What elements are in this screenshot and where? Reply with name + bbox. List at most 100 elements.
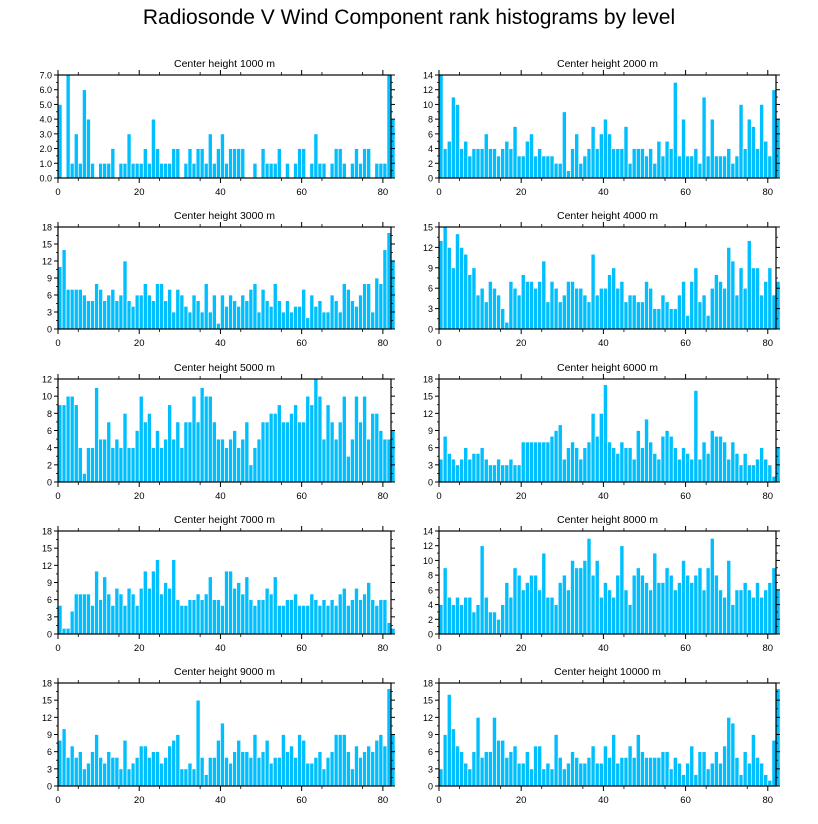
histogram-bar [301,605,307,635]
histogram-bar [574,567,580,635]
histogram-bar [607,589,612,635]
histogram-bar [742,453,748,483]
histogram-bar [742,287,748,330]
histogram-bar [378,430,384,483]
x-tick-label: 40 [215,491,226,502]
x-tick-label: 20 [516,795,527,806]
histogram-bar [183,305,189,330]
histogram-bar [545,301,551,330]
histogram-bar [309,762,315,787]
histogram-bar [341,734,347,787]
histogram-bar [134,294,140,330]
histogram-bar [709,538,715,635]
histogram-bar [272,162,278,179]
histogram-bar [455,596,460,635]
histogram-bar [102,576,108,635]
x-tick-label: 20 [134,643,145,654]
histogram-bar [57,404,63,483]
histogram-bar [333,438,339,483]
histogram-bar [471,148,477,179]
histogram-bar [537,281,543,330]
histogram-bar [631,458,637,483]
histogram-bar [386,232,392,330]
histogram-bar [660,435,666,483]
histogram-bar [155,430,160,483]
x-tick-label: 60 [296,187,307,198]
histogram-bar [471,751,477,787]
histogram-bar [216,599,221,635]
histogram-bar [86,593,91,635]
histogram-bar [640,148,645,179]
histogram-bar [738,104,744,179]
histogram-bar [746,464,752,483]
histogram-panel: Center height 8000 m 0 2 4 6 8 10 12 14 0 20 40 60 80 [423,514,781,654]
histogram-bar [512,464,518,483]
histogram-bar [713,435,719,483]
y-tick-label: 12 [42,375,52,385]
histogram-bar [65,74,71,179]
histogram-bar [171,311,177,330]
histogram-bar [689,582,695,635]
histogram-bar [297,734,303,787]
histogram-bar [615,148,621,179]
histogram-bar [693,774,699,787]
panel-title: Center height 7000 m [174,514,275,526]
histogram-bar [256,438,262,483]
histogram-bar [122,739,128,787]
histogram-bar [516,574,522,635]
histogram-bar [370,412,376,483]
y-tick-label: 0 [47,478,52,488]
histogram-bar [500,604,506,635]
histogram-bar [362,593,367,635]
histogram-bar [635,148,641,179]
histogram-bar [492,148,497,179]
histogram-bar [771,739,777,787]
histogram-bar [216,322,221,330]
histogram-bar [755,582,760,635]
histogram-bar [142,421,148,483]
x-tick-label: 80 [762,338,773,349]
histogram-bar [566,762,571,787]
histogram-bar [578,162,584,179]
histogram-bar [701,96,707,179]
histogram-bar [268,412,274,483]
histogram-bar [118,162,124,179]
histogram-bar [134,757,140,787]
histogram-bar [256,311,262,330]
histogram-bar [297,605,303,635]
histogram-bar [175,148,181,179]
histogram-bar [163,162,168,179]
histogram-bar [232,148,238,179]
histogram-bar [681,118,686,179]
histogram-bar [175,288,181,330]
histogram-bar [767,582,773,635]
histogram-bar [94,387,99,483]
histogram-bar [138,587,144,635]
histogram-bar [167,587,173,635]
histogram-bar [648,589,654,635]
histogram-bar [459,751,465,787]
histogram-bar [337,311,343,330]
histogram-bar [69,162,75,179]
y-tick-label: 12 [42,257,52,267]
histogram-bar [122,605,128,635]
histogram-bar [623,589,629,635]
histogram-bar [207,576,213,635]
histogram-bar [358,757,363,787]
histogram-bar [586,441,592,483]
histogram-bar [619,441,625,483]
histogram-bar [94,570,99,635]
histogram-bar [611,267,617,330]
histogram-bar [86,300,91,330]
histogram-bar [354,148,359,179]
histogram-bar [236,148,242,179]
histogram-bar [504,321,510,330]
y-tick-label: 2 [428,159,433,169]
histogram-bar [463,253,469,330]
histogram-panel: Center height 6000 m 0 3 6 9 12 15 18 0 20 40 60 80 [423,362,781,502]
histogram-bar [345,455,351,483]
histogram-bar [722,441,728,483]
histogram-bar [726,716,732,787]
panel-title: Center height 3000 m [174,210,275,222]
histogram-bar [533,745,538,787]
